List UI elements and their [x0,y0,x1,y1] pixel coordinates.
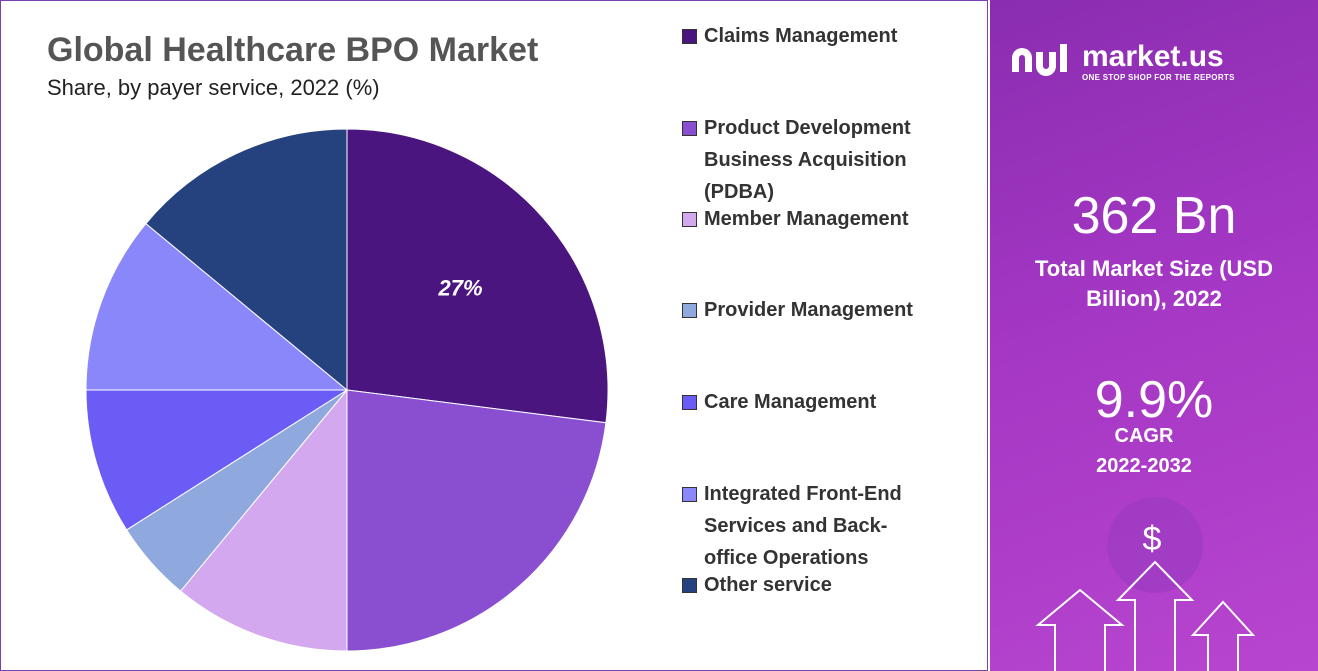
arrows [1035,560,1256,671]
pie-slice [145,128,348,392]
logo-text: market.us [1082,40,1224,73]
legend-item: Integrated Front-End Services and Back-o… [682,478,967,574]
legend-label: Provider Management [704,299,913,321]
pie-slice [179,388,348,652]
legend-label: Integrated Front-End Services and Back-o… [704,483,902,569]
legend-item: Other service [682,569,967,601]
chart-title: Global Healthcare BPO Market [47,31,539,69]
pie-slice [85,222,349,391]
pie-chart: 27% [85,128,609,652]
legend-label: Care Management [704,391,877,413]
legend-label: Other service [704,574,832,596]
pie-slice [346,389,607,652]
coin-circle [1107,497,1203,593]
legend-swatch [682,212,697,227]
info-panel: market.us ONE STOP SHOP FOR THE REPORTS … [990,0,1318,671]
chart-subtitle: Share, by payer service, 2022 (%) [47,75,380,100]
market-size: 362 Bn [1071,187,1237,245]
legend-label: Product Development Business Acquisition… [704,117,911,203]
chart-panel: 27% Global Healthcare BPO Market Share, … [0,0,988,671]
legend-swatch [682,395,697,410]
logo-mark [1012,44,1067,76]
cagr-period: 2022-2032 [1096,455,1192,477]
panel-decoration [1012,44,1256,671]
market-size-label: Total Market Size (USD Billion), 2022 [1035,256,1273,311]
cagr-label: CAGR [1114,425,1174,447]
legend-swatch [682,121,697,136]
legend-item: Care Management [682,386,967,418]
legend-swatch [682,578,697,593]
pie-slice [346,128,609,424]
cagr-value: 9.9% [1094,371,1214,429]
legend-item: Product Development Business Acquisition… [682,112,967,208]
legend-item: Claims Management [682,20,967,52]
legend-swatch [682,303,697,318]
data-label: 27% [438,276,483,301]
dollar-sign: $ [1142,520,1162,558]
legend-item: Provider Management [682,294,967,326]
legend-swatch [682,487,697,502]
legend-label: Member Management [704,208,909,230]
legend-swatch [682,29,697,44]
legend-item: Member Management [682,203,967,235]
pie-slice [85,389,349,531]
legend-label: Claims Management [704,25,898,47]
logo-tagline: ONE STOP SHOP FOR THE REPORTS [1082,73,1235,82]
